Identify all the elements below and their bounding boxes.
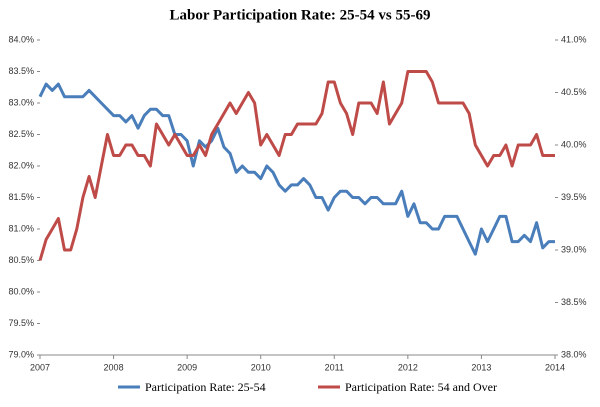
x-tick-label: 2009	[177, 362, 197, 372]
x-tick-label: 2014	[545, 362, 565, 372]
y2-tick-label: 39.5%	[561, 192, 587, 202]
x-tick-label: 2010	[251, 362, 271, 372]
x-tick-label: 2013	[471, 362, 491, 372]
y-tick-label: 83.5%	[8, 66, 34, 76]
y-tick-label: 83.0%	[8, 97, 34, 107]
x-tick-label: 2008	[104, 362, 124, 372]
legend-label: Participation Rate: 25-54	[145, 380, 266, 394]
y2-tick-label: 41.0%	[561, 34, 587, 44]
y-tick-label: 81.0%	[8, 223, 34, 233]
y-tick-label: 82.0%	[8, 160, 34, 170]
y-tick-label: 81.5%	[8, 192, 34, 202]
x-tick-label: 2007	[30, 362, 50, 372]
x-tick-label: 2012	[398, 362, 418, 372]
y-tick-label: 79.5%	[8, 318, 34, 328]
y-tick-label: 80.5%	[8, 255, 34, 265]
y-tick-label: 82.5%	[8, 129, 34, 139]
y-tick-label: 80.0%	[8, 286, 34, 296]
y2-tick-label: 40.5%	[561, 87, 587, 97]
y-tick-label: 84.0%	[8, 34, 34, 44]
series-line	[38, 82, 555, 256]
y-tick-label: 79.0%	[8, 349, 34, 359]
series-line	[38, 70, 555, 261]
x-tick-label: 2011	[325, 362, 344, 372]
chart-title: Labor Participation Rate: 25-54 vs 55-69	[170, 7, 431, 23]
y2-tick-label: 39.0%	[561, 244, 587, 254]
y2-tick-label: 38.5%	[561, 297, 587, 307]
y2-tick-label: 40.0%	[561, 139, 587, 149]
legend-label: Participation Rate: 54 and Over	[345, 380, 497, 394]
y2-tick-label: 38.0%	[561, 349, 587, 359]
